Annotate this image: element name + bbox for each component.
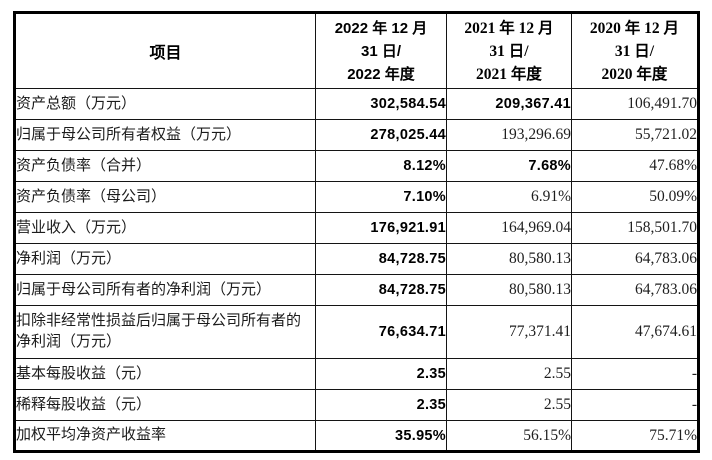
header-2020-line3: 2020 年度: [601, 65, 668, 83]
value-2021: 2.55: [446, 389, 572, 421]
header-row: 项目 2022 年 12 月 31 日/ 2022 年度 2021 年 12 月…: [14, 12, 699, 89]
value-2020: 106,491.70: [571, 88, 699, 120]
row-label: 资产总额（万元）: [14, 88, 316, 120]
row-label: 稀释每股收益（元）: [14, 389, 316, 421]
value-2021: 209,367.41: [446, 88, 572, 120]
value-2020: -: [571, 389, 699, 421]
table-row: 资产负债率（合并） 8.12% 7.68% 47.68%: [14, 150, 699, 182]
header-2022: 2022 年 12 月 31 日/ 2022 年度: [315, 12, 447, 89]
value-2022: 302,584.54: [315, 88, 447, 120]
table-row: 营业收入（万元） 176,921.91 164,969.04 158,501.7…: [14, 212, 699, 244]
table-row: 加权平均净资产收益率 35.95% 56.15% 75.71%: [14, 420, 699, 452]
value-2021: 80,580.13: [446, 243, 572, 275]
value-2022: 8.12%: [315, 150, 447, 182]
table-row: 扣除非经常性损益后归属于母公司所有者的净利润（万元） 76,634.71 77,…: [14, 305, 699, 359]
value-2020: 55,721.02: [571, 119, 699, 151]
value-2020: 158,501.70: [571, 212, 699, 244]
header-2022-line3: 2022 年度: [347, 65, 415, 83]
row-label: 扣除非经常性损益后归属于母公司所有者的净利润（万元）: [14, 305, 316, 359]
value-2021: 2.55: [446, 358, 572, 390]
value-2020: 64,783.06: [571, 243, 699, 275]
header-2021-line3: 2021 年度: [476, 65, 542, 83]
table-row: 基本每股收益（元） 2.35 2.55 -: [14, 358, 699, 390]
row-label: 基本每股收益（元）: [14, 358, 316, 390]
value-2021: 80,580.13: [446, 274, 572, 306]
value-2022: 7.10%: [315, 181, 447, 213]
value-2020: 47,674.61: [571, 305, 699, 359]
value-2022: 84,728.75: [315, 274, 447, 306]
header-2022-line1: 2022 年 12 月: [334, 19, 428, 37]
row-label: 资产负债率（母公司）: [14, 181, 316, 213]
value-2022: 76,634.71: [315, 305, 447, 359]
table-row: 稀释每股收益（元） 2.35 2.55 -: [14, 389, 699, 421]
row-label: 归属于母公司所有者的净利润（万元）: [14, 274, 316, 306]
value-2021: 193,296.69: [446, 119, 572, 151]
value-2022: 2.35: [315, 358, 447, 390]
row-label: 资产负债率（合并）: [14, 150, 316, 182]
table-row: 归属于母公司所有者权益（万元） 278,025.44 193,296.69 55…: [14, 119, 699, 151]
value-2020: 47.68%: [571, 150, 699, 182]
header-item: 项目: [14, 12, 316, 89]
header-2020-line2: 31 日/: [614, 42, 655, 60]
value-2021: 77,371.41: [446, 305, 572, 359]
header-2021-line2: 31 日/: [489, 42, 529, 60]
table-row: 资产负债率（母公司） 7.10% 6.91% 50.09%: [14, 181, 699, 213]
header-2021-line1: 2021 年 12 月: [464, 19, 554, 37]
value-2021: 7.68%: [446, 150, 572, 182]
value-2021: 56.15%: [446, 420, 572, 452]
financial-summary-table: 项目 2022 年 12 月 31 日/ 2022 年度 2021 年 12 月…: [13, 11, 700, 453]
value-2022: 84,728.75: [315, 243, 447, 275]
header-2020-line1: 2020 年 12 月: [589, 19, 680, 37]
header-2020: 2020 年 12 月 31 日/ 2020 年度: [571, 12, 699, 89]
table-row: 资产总额（万元） 302,584.54 209,367.41 106,491.7…: [14, 88, 699, 120]
value-2022: 278,025.44: [315, 119, 447, 151]
header-2022-line2: 31 日/: [360, 42, 402, 60]
table-row: 净利润（万元） 84,728.75 80,580.13 64,783.06: [14, 243, 699, 275]
value-2020: 75.71%: [571, 420, 699, 452]
value-2022: 2.35: [315, 389, 447, 421]
value-2020: -: [571, 358, 699, 390]
row-label: 归属于母公司所有者权益（万元）: [14, 119, 316, 151]
row-label: 营业收入（万元）: [14, 212, 316, 244]
value-2020: 64,783.06: [571, 274, 699, 306]
value-2022: 35.95%: [315, 420, 447, 452]
value-2021: 164,969.04: [446, 212, 572, 244]
value-2020: 50.09%: [571, 181, 699, 213]
value-2022: 176,921.91: [315, 212, 447, 244]
row-label: 净利润（万元）: [14, 243, 316, 275]
header-2021: 2021 年 12 月 31 日/ 2021 年度: [446, 12, 572, 89]
value-2021: 6.91%: [446, 181, 572, 213]
table-row: 归属于母公司所有者的净利润（万元） 84,728.75 80,580.13 64…: [14, 274, 699, 306]
row-label: 加权平均净资产收益率: [14, 420, 316, 452]
